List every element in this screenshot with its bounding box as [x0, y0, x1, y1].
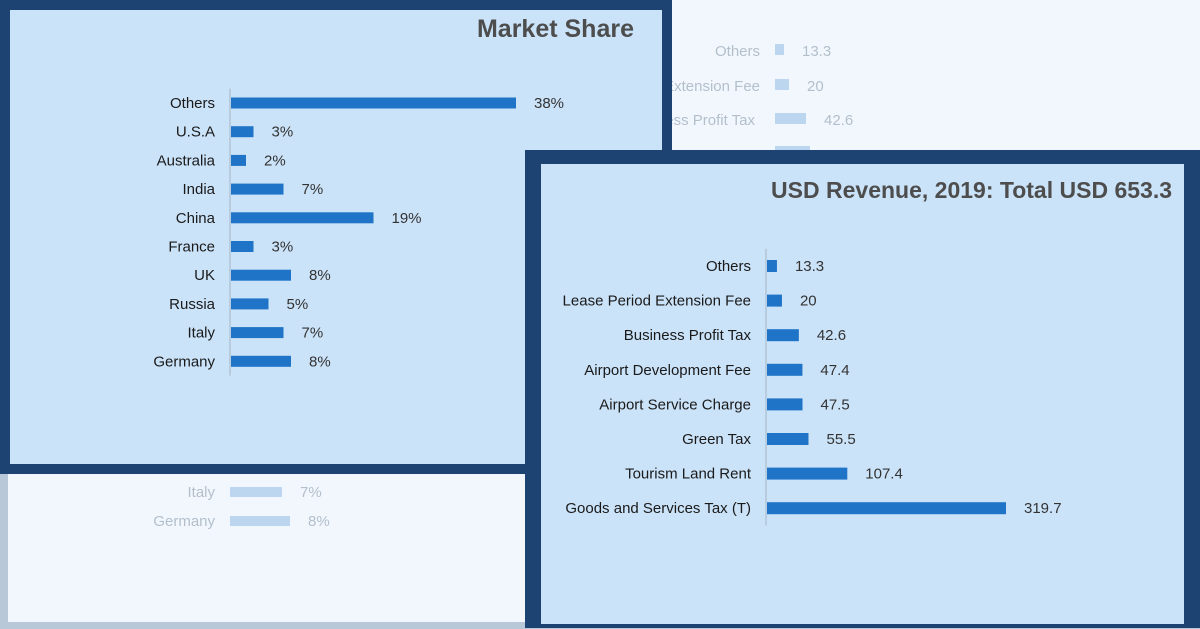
bar-russia: [231, 298, 269, 310]
ghost-value-profit-tax: 42.6: [824, 112, 853, 129]
value-label-australia: 2%: [264, 152, 286, 169]
ghost-label-germany: Germany: [153, 513, 215, 530]
bar-india: [231, 183, 284, 195]
bar-u-s-a: [231, 126, 254, 138]
bar-tourism-land-rent: [767, 467, 848, 480]
value-label-germany: 8%: [309, 353, 331, 370]
category-label-airport-development-fee: Airport Development Fee: [584, 362, 751, 379]
ghost-value-lease-fee: 20: [807, 78, 824, 95]
ghost-bar-lease-fee: [775, 79, 789, 90]
ghost-bar-partial: [775, 146, 810, 150]
value-label-france: 3%: [272, 239, 294, 256]
category-label-france: France: [168, 239, 215, 256]
bar-italy: [231, 327, 284, 339]
category-label-germany: Germany: [153, 353, 215, 370]
ghost-market-svg: Italy 7% Germany 8%: [153, 484, 330, 530]
ghost-bar-profit-tax: [775, 113, 806, 124]
bar-green-tax: [767, 433, 809, 445]
category-label-china: China: [176, 210, 216, 227]
value-label-tourism-land-rent: 107.4: [865, 466, 903, 483]
ghost-label-others: Others: [715, 43, 760, 60]
value-label-russia: 5%: [287, 296, 309, 313]
bar-business-profit-tax: [767, 329, 799, 342]
ghost-label-italy: Italy: [187, 484, 215, 501]
usd-revenue-chart: Others 13.3 Lease Period Extension Fee 20 Bu…: [563, 248, 1062, 526]
category-label-tourism-land-rent: Tourism Land Rent: [625, 466, 752, 483]
bar-goods-and-services-tax-t: [767, 502, 1006, 515]
value-label-business-profit-tax: 42.6: [817, 327, 846, 344]
bar-uk: [231, 269, 291, 281]
value-label-lease-period-extension-fee: 20: [800, 293, 817, 310]
market-share-chart: Others 38% U.S.A 3% Australia 2% India 7% China 1…: [153, 88, 564, 376]
ghost-revenue-svg: Others 13.3 Lease Period Extension Fee 2…: [672, 43, 853, 150]
usd-revenue-chart-area: USD Revenue, 2019: Total USD 653.3 Other…: [541, 164, 1184, 624]
value-label-green-tax: 55.5: [826, 431, 855, 448]
ghost-bar-germany: [230, 516, 290, 526]
value-label-others: 38%: [534, 95, 564, 112]
value-label-u-s-a: 3%: [272, 124, 294, 141]
category-label-green-tax: Green Tax: [682, 431, 751, 448]
category-label-goods-and-services-tax-t: Goods and Services Tax (T): [565, 500, 751, 517]
category-label-airport-service-charge: Airport Service Charge: [599, 396, 751, 413]
category-label-india: India: [182, 181, 215, 198]
category-label-uk: UK: [194, 267, 215, 284]
bar-airport-development-fee: [767, 363, 803, 376]
category-label-others: Others: [170, 95, 215, 112]
category-label-russia: Russia: [169, 296, 216, 313]
category-label-italy: Italy: [187, 325, 215, 342]
value-label-uk: 8%: [309, 267, 331, 284]
ghost-label-profit-tax: Business Profit Tax: [672, 112, 755, 129]
bar-others: [767, 260, 777, 272]
ghost-value-italy: 7%: [300, 484, 322, 501]
category-label-others: Others: [706, 258, 751, 275]
market-share-title: Market Share: [476, 15, 634, 43]
usd-revenue-panel: USD Revenue, 2019: Total USD 653.3 Other…: [525, 150, 1200, 628]
bar-lease-period-extension-fee: [767, 294, 782, 307]
bar-china: [231, 212, 374, 224]
ghost-revenue-fragment: Others 13.3 Lease Period Extension Fee 2…: [672, 0, 1200, 150]
ghost-value-others: 13.3: [802, 43, 831, 60]
value-label-china: 19%: [392, 210, 422, 227]
value-label-italy: 7%: [302, 325, 324, 342]
bar-others: [231, 97, 516, 109]
ghost-label-lease-fee: Lease Period Extension Fee: [672, 78, 760, 95]
bar-france: [231, 241, 254, 252]
usd-revenue-title: USD Revenue, 2019: Total USD 653.3: [771, 177, 1172, 203]
value-label-airport-service-charge: 47.5: [821, 396, 850, 413]
ghost-market-fragment: Italy 7% Germany 8%: [8, 474, 530, 622]
category-label-australia: Australia: [157, 152, 216, 169]
bar-germany: [231, 355, 291, 367]
ghost-bar-italy: [230, 487, 282, 497]
ghost-value-germany: 8%: [308, 513, 330, 530]
value-label-india: 7%: [302, 181, 324, 198]
category-label-u-s-a: U.S.A: [176, 124, 215, 141]
category-label-business-profit-tax: Business Profit Tax: [624, 327, 752, 344]
value-label-goods-and-services-tax-t: 319.7: [1024, 500, 1062, 517]
value-label-airport-development-fee: 47.4: [820, 362, 849, 379]
value-label-others: 13.3: [795, 258, 824, 275]
bar-australia: [231, 154, 246, 166]
bar-airport-service-charge: [767, 398, 803, 411]
category-label-lease-period-extension-fee: Lease Period Extension Fee: [563, 293, 751, 310]
ghost-bar-others: [775, 44, 784, 55]
